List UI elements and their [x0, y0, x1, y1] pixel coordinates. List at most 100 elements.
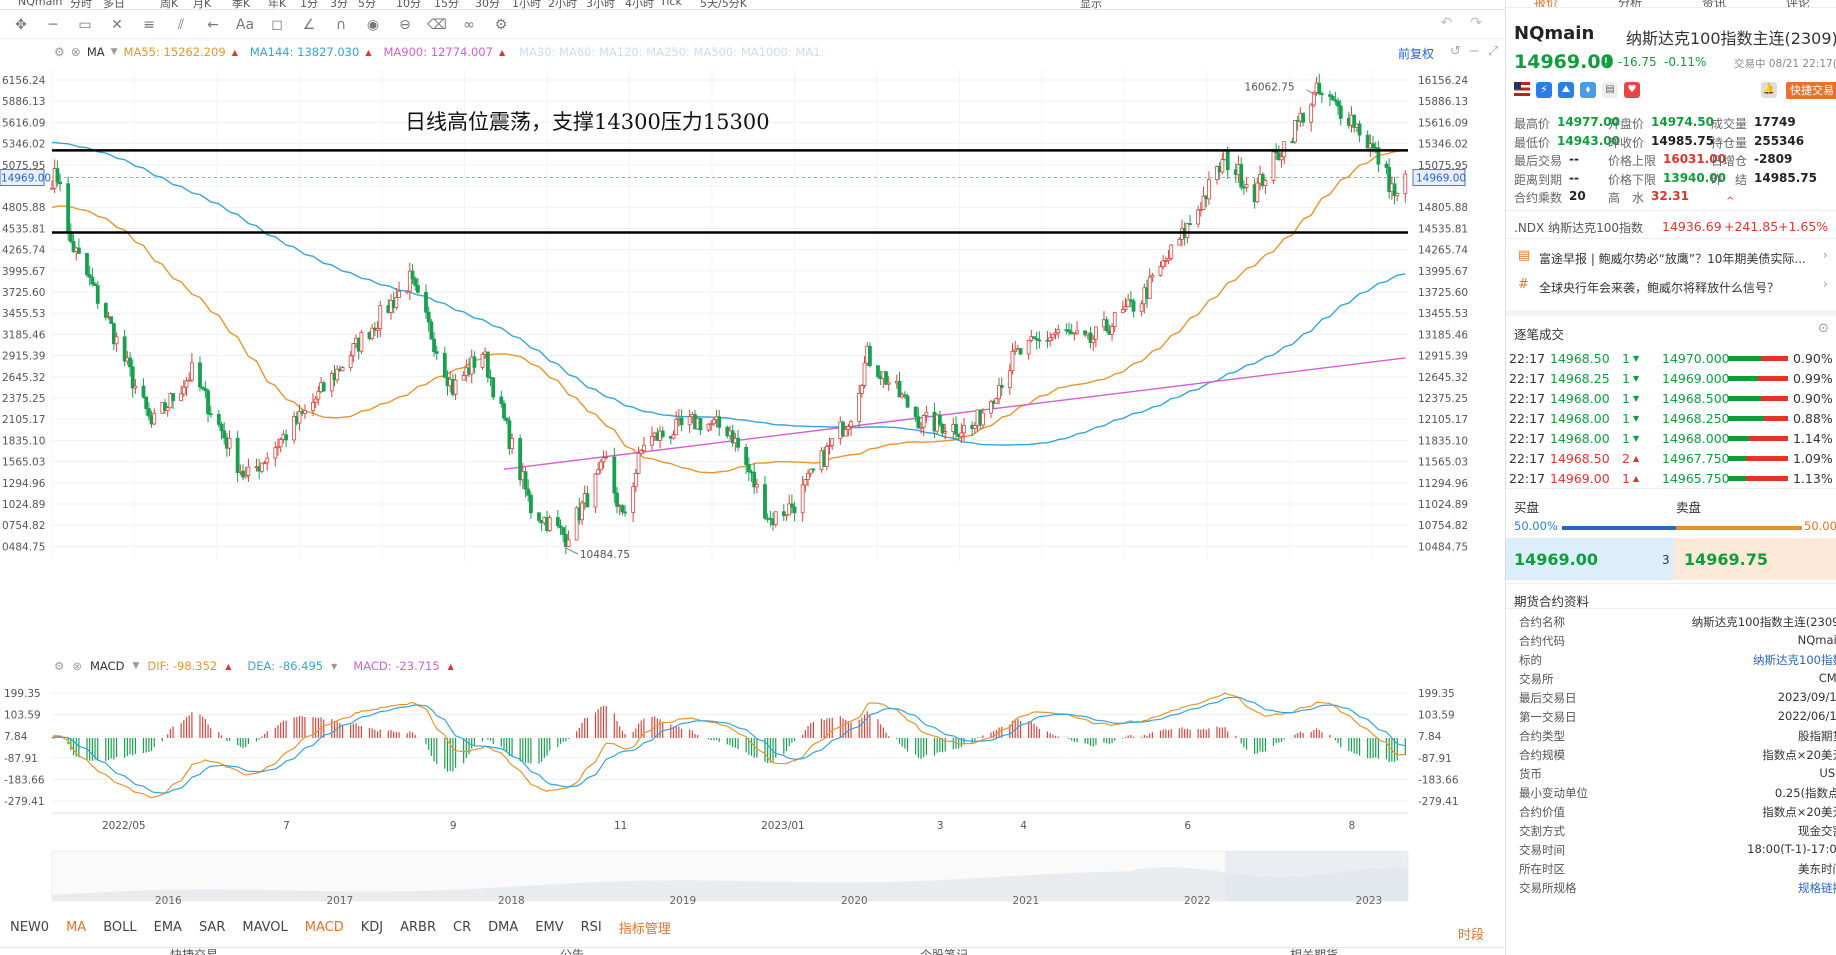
- reset-icon[interactable]: ↺: [1450, 44, 1461, 59]
- footer-tab[interactable]: 个股笔记: [920, 948, 969, 955]
- minimize-icon[interactable]: −: [1468, 44, 1480, 59]
- bell-icon[interactable]: 🔔: [1761, 82, 1777, 98]
- menu-item[interactable]: 多日: [103, 0, 125, 10]
- menu-item[interactable]: 2小时: [548, 0, 577, 10]
- candle-body: [876, 365, 880, 378]
- navigator-year: 2020: [841, 895, 868, 907]
- bid-box[interactable]: [1506, 538, 1674, 580]
- fib-tool-icon[interactable]: ≡: [143, 16, 155, 33]
- menu-item[interactable]: 3分: [330, 0, 348, 10]
- indicator-tab[interactable]: MAVOL: [242, 919, 288, 935]
- lightning-icon[interactable]: ⚡: [1536, 82, 1552, 98]
- trade-qty: 1: [1622, 431, 1630, 446]
- indicator-tab[interactable]: 指标管理: [618, 921, 671, 937]
- menu-item[interactable]: 月K: [193, 0, 212, 10]
- menu-item[interactable]: 5天/5分K: [700, 0, 747, 10]
- menu-item[interactable]: 分时: [70, 0, 92, 10]
- ma-dropdown-icon[interactable]: ▼: [110, 47, 118, 57]
- close-icon[interactable]: ⊗: [72, 659, 82, 673]
- panel-tab[interactable]: 资讯: [1702, 0, 1727, 8]
- settings-icon[interactable]: ⚙: [54, 45, 65, 59]
- menu-item[interactable]: 10分: [396, 0, 421, 10]
- tag-icon[interactable]: ⬧: [1580, 82, 1596, 98]
- candle-body: [1387, 167, 1392, 193]
- menu-item[interactable]: 30分: [475, 0, 500, 10]
- arrow-tool-icon[interactable]: ←: [207, 16, 219, 33]
- panel-tab[interactable]: 分析: [1618, 0, 1643, 8]
- menu-item[interactable]: 年K: [268, 0, 287, 10]
- price-chart[interactable]: 16156.24 15886.13 15616.09 15346.02 15075.95…: [0, 69, 1504, 689]
- indicator-tab[interactable]: RSI: [580, 919, 602, 935]
- adjust-mode[interactable]: 前复权: [1398, 47, 1435, 61]
- menu-item[interactable]: Tick: [660, 0, 682, 8]
- expand-icon[interactable]: ⤢: [1487, 44, 1499, 59]
- macd-chart[interactable]: 199.35 199.35 103.59 103.59 7.84 7.84 -87.91 -8…: [0, 679, 1504, 849]
- chevron-right-icon[interactable]: ›: [1823, 248, 1828, 262]
- menu-item[interactable]: 显示: [1080, 0, 1102, 10]
- settings-icon[interactable]: ⚙: [494, 16, 508, 33]
- macd-label[interactable]: MACD: [89, 659, 125, 673]
- time-navigator[interactable]: 2016 2017 2018 2019 2020 2021 2022 2023: [0, 849, 1504, 907]
- menu-item[interactable]: 1小时: [512, 0, 541, 10]
- session-button[interactable]: 时段: [1457, 928, 1484, 943]
- doc-icon[interactable]: ▤: [1602, 82, 1618, 98]
- lock-icon[interactable]: ⊖: [399, 16, 411, 33]
- panel-tabs: 报价 分析 资讯 评论: [1506, 0, 1836, 8]
- menu-item[interactable]: 15分: [434, 0, 459, 10]
- menu-item[interactable]: 季K: [232, 0, 251, 10]
- menu-item[interactable]: NQmain: [18, 0, 63, 8]
- magnet-icon[interactable]: ∩: [335, 16, 347, 33]
- indicator-tab[interactable]: NEW0: [10, 919, 50, 935]
- menu-item[interactable]: 5分: [358, 0, 376, 10]
- link-icon[interactable]: ∞: [463, 16, 475, 33]
- contract-key: 交易所: [1519, 672, 1554, 686]
- stat-value: 32.31: [1651, 189, 1689, 203]
- comment-tool-icon[interactable]: ◻: [271, 16, 283, 33]
- indicator-tab[interactable]: SAR: [198, 919, 226, 935]
- menu-item[interactable]: 3小时: [586, 0, 615, 10]
- contract-value[interactable]: 规格链接: [1798, 881, 1836, 895]
- text-tool-icon[interactable]: Aa: [235, 16, 255, 33]
- quick-trade-button[interactable]: 快捷交易: [1786, 82, 1836, 99]
- options-icon[interactable]: ⛰: [1558, 82, 1574, 98]
- eye-icon[interactable]: ◉: [366, 16, 380, 33]
- trash-icon[interactable]: ⌫: [427, 16, 447, 33]
- indicator-tab[interactable]: MACD: [304, 919, 344, 935]
- ma-label[interactable]: MA: [86, 45, 105, 59]
- cross-tool-icon[interactable]: ✕: [111, 16, 123, 33]
- ndx-name[interactable]: .NDX 纳斯达克100指数: [1514, 221, 1643, 235]
- indicator-tab[interactable]: EMV: [535, 919, 564, 935]
- news-item[interactable]: 富途早报 | 鲍威尔势必“放鹰”？10年期美债实际...: [1539, 252, 1806, 266]
- indicator-tab[interactable]: ARBR: [400, 919, 437, 935]
- line-tool-icon[interactable]: ─: [48, 16, 58, 33]
- menu-item[interactable]: 周K: [160, 0, 179, 10]
- redo-icon[interactable]: ↷: [1470, 15, 1482, 31]
- indicator-tab[interactable]: BOLL: [103, 919, 137, 935]
- close-icon[interactable]: ⊗: [70, 45, 81, 59]
- brush-tool-icon[interactable]: ∠: [302, 16, 316, 33]
- heart-icon[interactable]: ♥: [1624, 82, 1640, 98]
- rect-tool-icon[interactable]: ▭: [78, 16, 92, 33]
- settings-icon[interactable]: ⚙: [54, 659, 65, 673]
- footer-tab[interactable]: 公告: [560, 948, 585, 955]
- undo-icon[interactable]: ↶: [1440, 15, 1453, 31]
- footer-tab[interactable]: 相关期货: [1290, 948, 1339, 955]
- move-icon[interactable]: ✥: [15, 16, 27, 33]
- more-icon[interactable]: ⊙: [1818, 321, 1829, 336]
- indicator-tab[interactable]: MA: [66, 919, 87, 935]
- indicator-tab[interactable]: DMA: [488, 919, 519, 935]
- chevron-right-icon[interactable]: ›: [1823, 277, 1828, 291]
- footer-tab[interactable]: 快捷交易: [170, 948, 219, 955]
- indicator-tab[interactable]: KDJ: [360, 919, 384, 935]
- ask-box[interactable]: [1674, 538, 1836, 580]
- panel-tab[interactable]: 评论: [1786, 0, 1811, 8]
- panel-tab[interactable]: 报价: [1534, 0, 1559, 8]
- contract-value[interactable]: 纳斯达克100指数: [1753, 653, 1836, 667]
- indicator-tab[interactable]: EMA: [153, 919, 182, 935]
- menu-item[interactable]: 4小时: [625, 0, 654, 10]
- indicator-tab[interactable]: CR: [453, 919, 472, 935]
- pattern-tool-icon[interactable]: ⫽: [177, 16, 185, 33]
- macd-dropdown-icon[interactable]: ▼: [132, 661, 140, 671]
- news-item[interactable]: 全球央行年会来袭，鲍威尔将释放什么信号？: [1539, 281, 1780, 295]
- menu-item[interactable]: 1分: [300, 0, 318, 10]
